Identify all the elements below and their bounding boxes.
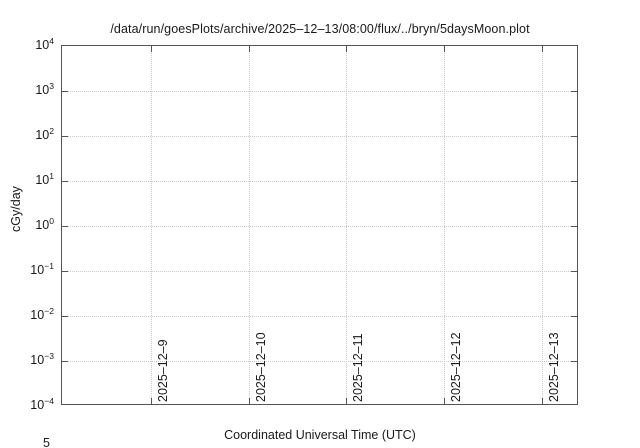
y-axis-tick-labels: 104 103 102 101 100 10−1 10−2 10−3 10−4 <box>0 37 54 412</box>
x-tick-mark <box>151 46 152 52</box>
y-tick-mark <box>571 271 577 272</box>
page-title: /data/run/goesPlots/archive/2025–12–13/0… <box>110 22 530 36</box>
y-tick-mark <box>62 316 68 317</box>
x-tick-label: 2025–12–9 <box>156 339 170 402</box>
gridline-horizontal <box>62 181 577 182</box>
gridline-horizontal <box>62 136 577 137</box>
x-tick-mark <box>249 398 250 404</box>
y-tick-mark <box>571 181 577 182</box>
gridline-vertical <box>444 46 445 404</box>
gridline-vertical <box>249 46 250 404</box>
y-tick-label: 103 <box>35 80 54 97</box>
gridline-vertical <box>151 46 152 404</box>
x-tick-mark <box>444 46 445 52</box>
x-tick-label: 2025–12–12 <box>449 332 463 402</box>
x-tick-mark <box>346 398 347 404</box>
y-tick-mark <box>62 361 68 362</box>
y-tick-mark <box>62 226 68 227</box>
x-tick-mark <box>151 398 152 404</box>
y-tick-label: 100 <box>35 215 54 232</box>
x-tick-label: 2025–12–10 <box>254 332 268 402</box>
y-tick-label: 10−4 <box>30 395 54 412</box>
gridline-horizontal <box>62 361 577 362</box>
y-tick-mark <box>571 316 577 317</box>
y-tick-label: 102 <box>35 125 54 142</box>
clipped-glyph: 5 <box>43 437 50 448</box>
gridline-vertical <box>542 46 543 404</box>
y-tick-label: 101 <box>35 170 54 187</box>
x-axis-title: Coordinated Universal Time (UTC) <box>224 428 416 442</box>
gridline-horizontal <box>62 316 577 317</box>
x-tick-mark <box>444 398 445 404</box>
y-tick-mark <box>62 91 68 92</box>
y-tick-mark <box>571 91 577 92</box>
gridline-horizontal <box>62 226 577 227</box>
gridline-horizontal <box>62 91 577 92</box>
y-tick-label: 10−2 <box>30 305 54 322</box>
y-tick-label: 104 <box>35 35 54 52</box>
y-tick-mark <box>62 136 68 137</box>
y-tick-label: 10−1 <box>30 260 54 277</box>
gridline-vertical <box>346 46 347 404</box>
x-tick-mark <box>249 46 250 52</box>
gridline-horizontal <box>62 271 577 272</box>
y-tick-label: 10−3 <box>30 350 54 367</box>
x-tick-mark <box>542 46 543 52</box>
y-tick-mark <box>62 271 68 272</box>
y-tick-mark <box>62 181 68 182</box>
y-tick-mark <box>571 361 577 362</box>
x-tick-mark <box>542 398 543 404</box>
y-tick-mark <box>571 136 577 137</box>
plot-area: 2025–12–9 2025–12–10 2025–12–11 2025–12–12 2… <box>61 45 578 405</box>
x-tick-mark <box>346 46 347 52</box>
x-tick-label: 2025–12–13 <box>547 332 561 402</box>
x-tick-label: 2025–12–11 <box>351 333 365 402</box>
y-tick-mark <box>571 226 577 227</box>
